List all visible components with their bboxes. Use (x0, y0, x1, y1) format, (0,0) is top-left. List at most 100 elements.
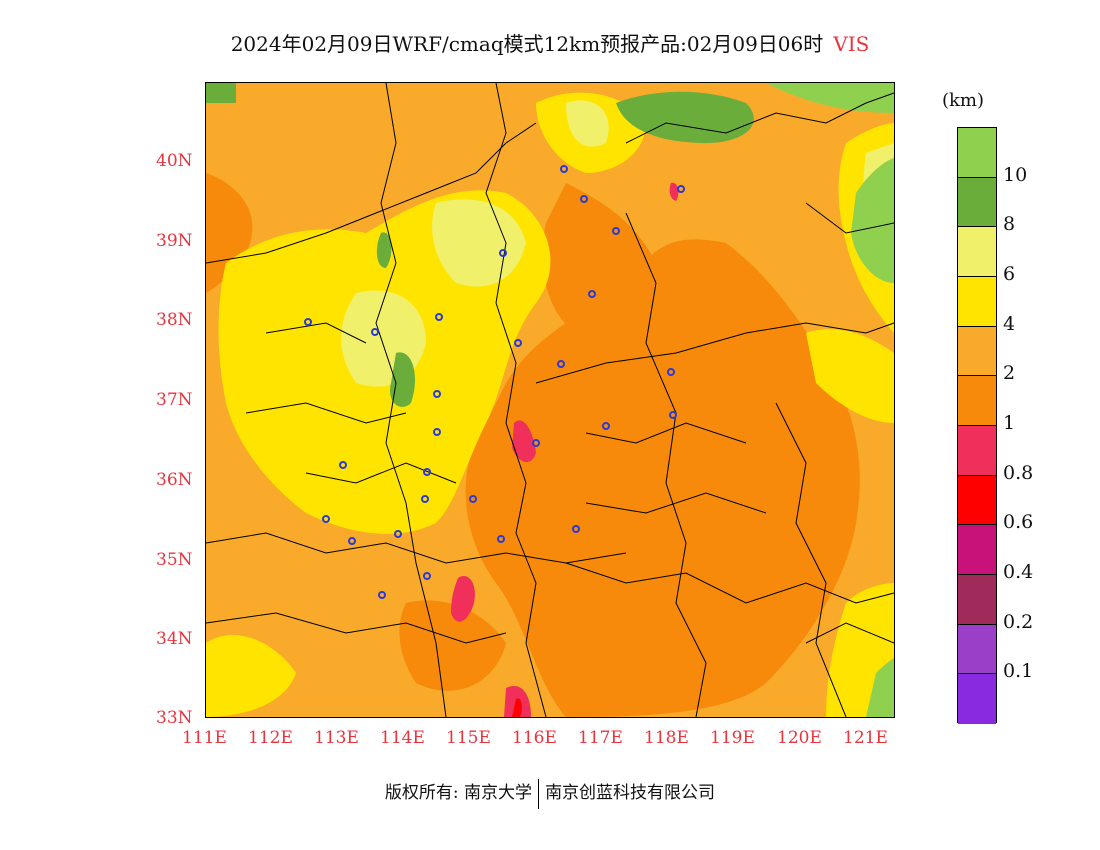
colorbar-segment (958, 674, 996, 724)
lon-label-116e: 116E (512, 728, 557, 748)
vis-below-1km-b (451, 575, 475, 622)
lat-label-39n: 39N (156, 231, 193, 251)
colorbar-segment (958, 277, 996, 327)
colorbar-label: 1 (1003, 412, 1016, 434)
colorbar-label: 0.6 (1003, 511, 1034, 534)
lon-label-112e: 112E (248, 728, 293, 748)
title-text: 2024年02月09日WRF/cmaq模式12km预报产品:02月09日06时 (230, 32, 824, 56)
city-marker (677, 185, 685, 193)
lat-label-34n: 34N (156, 629, 193, 649)
colorbar-label: 6 (1003, 263, 1016, 285)
city-marker (304, 318, 312, 326)
city-marker (469, 495, 477, 503)
vis-8-10km-north (616, 91, 754, 143)
boundary-line (585, 492, 767, 514)
vis-below-1km-d (669, 182, 679, 201)
colorbar-label: 0.2 (1003, 610, 1034, 633)
vis-6-8km-northeast (566, 100, 609, 147)
boundary-line (375, 83, 447, 717)
boundary-line (565, 562, 894, 604)
city-marker (423, 572, 431, 580)
city-marker (421, 495, 429, 503)
lat-label-36n: 36N (156, 470, 193, 490)
colorbar-segment (958, 326, 996, 377)
lon-label-121e: 121E (843, 728, 888, 748)
vis-8-10km-corner (206, 83, 236, 103)
boundary-line (245, 402, 407, 424)
colorbar (957, 127, 997, 724)
boundary-line (775, 402, 847, 717)
lat-label-40n: 40N (156, 151, 193, 171)
colorbar-label: 2 (1003, 362, 1016, 385)
boundary-line (625, 92, 894, 144)
city-marker (348, 537, 356, 545)
city-marker (580, 195, 588, 203)
city-marker (532, 439, 540, 447)
vis-1-2km-south (399, 600, 506, 691)
footer-separator (538, 778, 540, 809)
city-marker (612, 227, 620, 235)
city-marker (423, 468, 431, 476)
boundary-line (625, 212, 707, 717)
city-marker (557, 360, 565, 368)
colorbar-segment (958, 624, 996, 675)
vis-10km-east (851, 158, 894, 283)
lat-label-35n: 35N (156, 550, 193, 570)
footer-right: 南京创蓝科技有限公司 (545, 783, 716, 803)
city-marker (667, 368, 675, 376)
colorbar-segment (958, 376, 996, 426)
lon-label-114e: 114E (380, 728, 425, 748)
lon-label-117e: 117E (578, 728, 623, 748)
footer-left: 版权所有: 南京大学 (384, 783, 533, 803)
colorbar-segment (958, 128, 996, 178)
vis-1-2km-west (206, 173, 253, 293)
legend-unit: (km) (942, 90, 985, 111)
boundary-line (206, 612, 507, 644)
vis-below-1km-a (512, 420, 536, 463)
footer-credit: 版权所有: 南京大学 南京创蓝科技有限公司 (0, 778, 1100, 809)
boundary-line (585, 422, 747, 444)
colorbar-segment (958, 575, 996, 625)
boundary-line (805, 622, 894, 644)
boundary-line (305, 462, 457, 484)
chart-title: 2024年02月09日WRF/cmaq模式12km预报产品:02月09日06时 V… (0, 28, 1100, 57)
boundary-line (805, 202, 894, 234)
city-marker (433, 390, 441, 398)
colorbar-segment (958, 177, 996, 228)
vis-below-0.6km (512, 698, 522, 717)
vis-10km-southeast (866, 658, 894, 717)
map-panel (205, 82, 895, 718)
city-marker (499, 249, 507, 257)
lon-label-113e: 113E (314, 728, 359, 748)
city-marker (433, 428, 441, 436)
lat-label-37n: 37N (156, 390, 193, 410)
boundary-line (485, 83, 547, 717)
boundary-line (265, 322, 367, 344)
visibility-map (206, 83, 894, 717)
colorbar-segment (958, 525, 996, 575)
colorbar-label: 10 (1003, 163, 1028, 186)
lon-label-119e: 119E (710, 728, 755, 748)
lon-label-111e: 111E (182, 728, 227, 748)
vis-8-10km-patch (376, 232, 392, 268)
city-marker (588, 290, 596, 298)
colorbar-segment (958, 426, 996, 476)
city-marker (602, 422, 610, 430)
boundary-line (206, 532, 627, 564)
colorbar-label: 8 (1003, 213, 1016, 236)
city-marker (560, 165, 568, 173)
city-marker (371, 328, 379, 336)
colorbar-label: 4 (1003, 312, 1016, 335)
colorbar-label: 0.1 (1003, 660, 1034, 683)
city-marker (572, 525, 580, 533)
city-marker (669, 411, 677, 419)
city-marker (435, 313, 443, 321)
city-markers (304, 165, 685, 599)
boundary-line (535, 322, 894, 384)
lon-label-118e: 118E (644, 728, 689, 748)
vis-4-6km-coast (806, 329, 894, 423)
colorbar-segment (958, 227, 996, 277)
colorbar-segment (958, 475, 996, 526)
vis-1-2km-north (542, 183, 656, 333)
city-marker (497, 535, 505, 543)
